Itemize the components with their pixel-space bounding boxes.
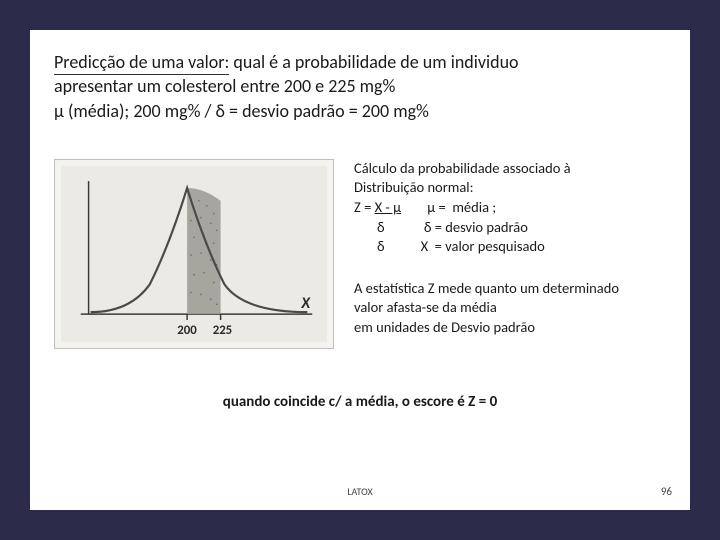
calc-l4: δ δ = desvio padrão xyxy=(354,218,619,238)
right-column: Cálculo da probabilidade associado à Dis… xyxy=(354,159,619,349)
title-line1-rest: qual é a probabilidade de um individuo xyxy=(229,51,518,73)
xtick-200: 200 xyxy=(177,323,197,338)
stat-l2: valor afasta-se da média xyxy=(354,298,619,318)
title-lead: Predicção de uma valor: xyxy=(54,51,229,75)
coincide-line: quando coincide c/ a média, o escore é Z… xyxy=(54,393,666,411)
calc-l3: Z = X - μ μ = média ; xyxy=(354,198,619,218)
title-line2: apresentar um colesterol entre 200 e 225… xyxy=(54,75,395,97)
page-number: 96 xyxy=(661,485,672,498)
calc-l3a: Z = xyxy=(354,198,375,216)
stat-l3: em unidades de Desvio padrão xyxy=(354,318,619,338)
xtick-225: 225 xyxy=(213,323,232,338)
chart-svg: 200 225 X xyxy=(61,166,327,342)
calc-l2: Distribuição normal: xyxy=(354,178,619,198)
slide-card: Predicção de uma valor: qual é a probabi… xyxy=(30,30,690,510)
mid-row: 200 225 X Cálculo da probabilidade assoc… xyxy=(54,159,666,349)
calc-l3b: X - μ xyxy=(375,198,402,216)
calc-l1: Cálculo da probabilidade associado à xyxy=(354,159,619,179)
calc-l5: δ X = valor pesquisado xyxy=(354,237,619,257)
x-axis-label: X xyxy=(300,294,311,313)
stat-l1: A estatística Z mede quanto um determina… xyxy=(354,279,619,299)
title-line3: μ (média); 200 mg% / δ = desvio padrão =… xyxy=(54,100,429,122)
title-block: Predicção de uma valor: qual é a probabi… xyxy=(54,50,666,123)
normal-curve-chart: 200 225 X xyxy=(54,159,334,349)
footer-label: LATOX xyxy=(347,485,372,498)
calc-block: Cálculo da probabilidade associado à Dis… xyxy=(354,159,619,257)
calc-l3c: μ = média ; xyxy=(401,198,496,216)
stat-block: A estatística Z mede quanto um determina… xyxy=(354,279,619,338)
